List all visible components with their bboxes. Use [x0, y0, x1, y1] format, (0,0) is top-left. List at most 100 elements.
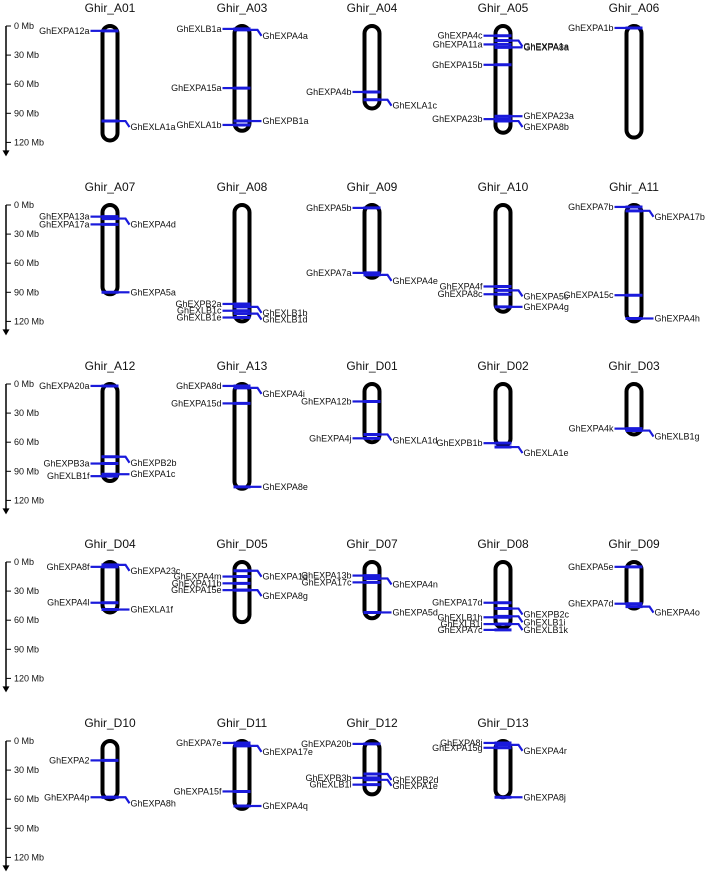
- axis-tick-label: 90 Mb: [14, 466, 39, 476]
- gene-connector: [379, 778, 393, 787]
- gene-label: GhEXLB1i: [524, 617, 566, 627]
- gene-connector: [249, 589, 263, 597]
- gene-GhEXPA8c: GhEXPA8c: [438, 289, 512, 299]
- gene-label: GhEXPB1b: [436, 438, 482, 448]
- chromosome-name: Ghir_A06: [609, 1, 660, 15]
- chromosome-Ghir_A11: Ghir_A11 GhEXPA7b GhEXPA17b GhEXPA15c GhEXPA…: [564, 180, 705, 323]
- axis-tick-label: 30 Mb: [14, 50, 39, 60]
- gene-label: GhEXPA8c: [438, 289, 483, 299]
- chromosome-body: [232, 24, 252, 133]
- chromosome-body: [362, 739, 382, 797]
- axis-tick-label: 120 Mb: [14, 137, 44, 147]
- chromosome-body: [100, 203, 120, 297]
- gene-GhEXPA7c: GhEXPA7c: [438, 625, 512, 635]
- chromosome-body: [100, 560, 120, 615]
- axis-arrow-icon: [2, 686, 10, 693]
- gene-label: GhEXPA5e: [568, 562, 613, 572]
- gene-GhEXPA8h: GhEXPA8h: [101, 795, 176, 808]
- chromosome-Ghir_D03: Ghir_D03 GhEXPA4k GhEXLB1g: [569, 359, 700, 442]
- gene-GhEXPA8i: GhEXPA8i: [440, 738, 512, 748]
- chromosome-Ghir_D10: Ghir_D10 GhEXPA2 GhEXPA4p GhEXPA8h: [44, 716, 176, 808]
- gene-label: GhEXPB2b: [131, 458, 177, 468]
- gene-GhEXPA8j: GhEXPA8j: [494, 792, 566, 802]
- gene-GhEXPB3b: GhEXPB3b: [305, 773, 381, 783]
- gene-GhEXPA5b: GhEXPA5b: [306, 203, 381, 213]
- gene-GhEXPA4j: GhEXPA4j: [309, 433, 381, 443]
- gene-connector: [117, 217, 131, 226]
- gene-GhEXPA13b: GhEXPA13b: [301, 571, 381, 581]
- gene-GhEXPA4h: GhEXPA4h: [625, 313, 700, 323]
- gene-GhEXPA4l: GhEXPA4l: [47, 598, 119, 608]
- chromosome-body: [624, 382, 644, 437]
- gene-label: GhEXPB3b: [305, 773, 351, 783]
- gene-connector: [510, 119, 524, 128]
- axis-tick-label: 60 Mb: [14, 794, 39, 804]
- chromosome-Ghir_D05: Ghir_D05 GhEXPA1d GhEXPA4mGhEXPA11bGhEXPA1…: [171, 537, 308, 625]
- chromosome-body: [362, 382, 382, 445]
- gene-connector: [379, 433, 393, 442]
- gene-GhEXPB2b: GhEXPB2b: [101, 455, 177, 468]
- gene-connector: [510, 39, 524, 48]
- gene-label: GhEXPB1a: [263, 116, 309, 126]
- gene-label: GhEXPA20b: [301, 739, 351, 749]
- axis-tick-label: 120 Mb: [14, 673, 44, 683]
- gene-GhEXLB1d: GhEXLB1d: [233, 312, 308, 325]
- gene-connector: [379, 98, 393, 107]
- gene-GhEXPA15a: GhEXPA15a: [171, 83, 251, 93]
- gene-GhEXPA8b: GhEXPA8b: [494, 119, 569, 132]
- chromosome-body: [232, 739, 252, 811]
- chromosome-name: Ghir_D04: [84, 537, 136, 551]
- chromosome-Ghir_D09: Ghir_D09 GhEXPA5e GhEXPA7d GhEXPA4o: [568, 537, 700, 618]
- chromosome-name: Ghir_D02: [477, 359, 529, 373]
- gene-GhEXPA15g: GhEXPA15g: [432, 743, 512, 753]
- gene-label: GhEXLB1d: [263, 315, 308, 325]
- axis-arrow-icon: [2, 329, 10, 336]
- gene-label: GhEXPA8i: [440, 738, 482, 748]
- axis-tick-label: 60 Mb: [14, 615, 39, 625]
- gene-label: GhEXPA4h: [655, 313, 700, 323]
- gene-GhEXPA17d: GhEXPA17d: [432, 598, 512, 608]
- chromosome-body: [232, 382, 252, 491]
- gene-GhEXPA1a: GhEXPA1a: [494, 39, 569, 52]
- gene-GhEXLA1f: GhEXLA1f: [101, 605, 174, 615]
- axis-tick-label: 30 Mb: [14, 765, 39, 775]
- gene-label: GhEXPA4i: [263, 389, 305, 399]
- gene-label: GhEXPA15b: [432, 60, 482, 70]
- gene-connector: [510, 622, 524, 631]
- gene-label: GhEXPA11a: [433, 39, 483, 49]
- gene-label: GhEXPA17d: [432, 598, 482, 608]
- gene-GhEXLA1d: GhEXLA1d: [363, 432, 438, 445]
- chromosome-Ghir_A13: Ghir_A13 GhEXPA8d GhEXPA4i GhEXPA15d GhEXPA8…: [171, 359, 308, 492]
- gene-label: GhEXPA4r: [524, 746, 567, 756]
- gene-GhEXLB1f: GhEXLB1f: [47, 471, 119, 481]
- gene-label: GhEXLB1a: [176, 24, 221, 34]
- gene-GhEXPA8f: GhEXPA8f: [47, 562, 119, 572]
- chromosome-name: Ghir_D01: [346, 359, 398, 373]
- gene-GhEXPB3a: GhEXPB3a: [43, 459, 119, 469]
- gene-connector: [249, 312, 263, 321]
- gene-GhEXPA15f: GhEXPA15f: [174, 786, 251, 796]
- chromosome-body: [624, 24, 644, 140]
- gene-label: GhEXLB1h: [437, 612, 482, 622]
- chromosome-Ghir_D02: Ghir_D02 GhEXPB1b GhEXLA1e: [436, 359, 568, 458]
- chromosome-body: [624, 203, 644, 324]
- gene-GhEXPA4i: GhEXPA4i: [233, 386, 305, 399]
- gene-GhEXPA17e: GhEXPA17e: [233, 744, 313, 757]
- chromosome-Ghir_D11: Ghir_D11 GhEXPA7e GhEXPA17e GhEXPA15f GhEXPA…: [174, 716, 313, 811]
- chromosome-Ghir_A09: Ghir_A09 GhEXPA5b GhEXPA7a GhEXPA4e: [306, 180, 438, 286]
- gene-label: GhEXPA1d: [263, 572, 308, 582]
- gene-connector: [117, 119, 131, 128]
- gene-GhEXPA7a: GhEXPA7a: [306, 268, 381, 278]
- chromosome-name: Ghir_A09: [347, 180, 398, 194]
- chromosome-body: [100, 24, 120, 143]
- axis-arrow-icon: [2, 508, 10, 515]
- chromosome-name: Ghir_A07: [85, 180, 136, 194]
- chromosome-body: [493, 203, 513, 314]
- gene-GhEXLB1e: GhEXLB1e: [176, 313, 251, 323]
- gene-label: GhEXLA1c: [393, 101, 438, 111]
- chromosome-name: Ghir_D09: [608, 537, 660, 551]
- gene-GhEXPA23a: GhEXPA23a: [494, 111, 574, 121]
- gene-GhEXPA2: GhEXPA2: [49, 755, 119, 765]
- chromosome-name: Ghir_D08: [477, 537, 529, 551]
